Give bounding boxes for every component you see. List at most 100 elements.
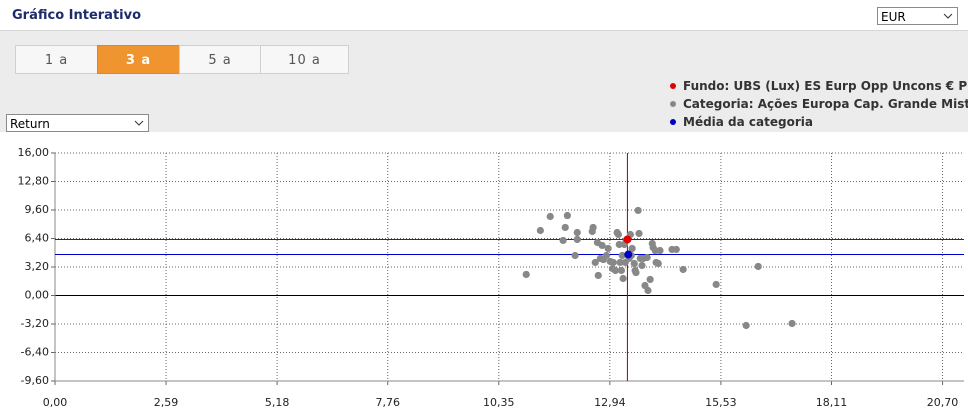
x-tick-label: 20,70 — [927, 396, 959, 409]
x-tick-label: 5,18 — [265, 396, 290, 409]
point — [606, 257, 614, 266]
point — [742, 321, 750, 330]
point — [648, 239, 656, 248]
point — [609, 258, 617, 267]
point — [615, 240, 623, 249]
period-tab[interactable]: 5 a — [179, 45, 261, 74]
period-tab[interactable]: 3 a — [97, 45, 180, 74]
x-tick-label: 0,00 — [43, 396, 68, 409]
point — [649, 243, 657, 252]
point — [589, 223, 597, 232]
point — [591, 258, 599, 267]
point — [631, 266, 639, 275]
point — [599, 255, 608, 264]
legend-label: Categoria: Ações Europa Cap. Grande Mist… — [683, 97, 968, 111]
point — [651, 246, 659, 255]
point — [712, 280, 720, 289]
x-tick-label: 12,94 — [594, 396, 626, 409]
point — [624, 250, 633, 259]
header-title: Gráfico Interativo — [12, 8, 142, 23]
point — [636, 254, 644, 263]
point — [646, 275, 654, 284]
point — [628, 244, 636, 253]
point — [754, 262, 762, 271]
currency-select[interactable]: EUR — [877, 7, 958, 25]
point — [593, 238, 601, 247]
point — [644, 286, 652, 295]
period-tab[interactable]: 1 a — [15, 45, 98, 74]
y-tick-label: -6,40 — [21, 346, 49, 359]
point — [619, 274, 627, 283]
point — [632, 268, 640, 277]
point — [616, 258, 624, 267]
legend-swatch — [670, 101, 676, 107]
point — [679, 265, 687, 274]
point — [611, 266, 620, 275]
point — [630, 259, 638, 268]
point — [622, 236, 630, 245]
point — [608, 264, 617, 273]
point — [598, 241, 606, 250]
legend-item: Fundo: UBS (Lux) ES Eurp Opp Uncons € P — [670, 79, 967, 93]
point — [672, 245, 680, 254]
x-tick-label: 18,11 — [816, 396, 848, 409]
plot-area — [55, 153, 964, 381]
point — [634, 206, 642, 215]
legend-swatch — [670, 119, 676, 125]
y-tick-label: -3,20 — [21, 317, 49, 330]
point — [604, 244, 612, 253]
metric-select[interactable]: Return — [6, 114, 149, 132]
point — [788, 319, 796, 328]
point — [641, 281, 649, 290]
metric-value: Return — [10, 117, 50, 131]
point — [639, 254, 647, 263]
point — [602, 251, 611, 260]
header: Gráfico Interativo EUR — [0, 0, 968, 31]
point — [668, 245, 676, 254]
point — [627, 251, 635, 260]
x-tick-label: 10,35 — [483, 396, 515, 409]
point — [617, 266, 626, 275]
point — [654, 259, 662, 268]
y-tick-label: 3,20 — [25, 260, 50, 273]
point — [536, 226, 544, 235]
point — [623, 235, 632, 244]
point — [596, 254, 605, 263]
legend-label: Média da categoria — [683, 115, 813, 129]
point — [625, 254, 633, 263]
point — [588, 227, 596, 236]
chevron — [134, 120, 144, 126]
point — [621, 258, 629, 267]
point — [614, 230, 623, 239]
period-tab[interactable]: 10 a — [260, 45, 349, 74]
y-tick-label: -9,60 — [21, 374, 49, 387]
y-tick-label: 16,00 — [18, 146, 50, 159]
point — [571, 251, 579, 260]
point — [546, 212, 554, 221]
currency-value: EUR — [881, 10, 906, 24]
point — [563, 211, 571, 220]
x-tick-label: 7,76 — [375, 396, 400, 409]
legend-item: Categoria: Ações Europa Cap. Grande Mist… — [670, 97, 968, 111]
point — [613, 228, 621, 237]
point — [522, 270, 530, 279]
point — [635, 229, 643, 238]
point — [573, 235, 581, 244]
point — [618, 251, 626, 260]
chevron — [943, 13, 953, 19]
legend-label: Fundo: UBS (Lux) ES Eurp Opp Uncons € P — [683, 79, 968, 93]
point — [643, 253, 651, 262]
y-tick-label: 0,00 — [25, 289, 50, 302]
point — [626, 230, 635, 239]
y-tick-label: 9,60 — [25, 203, 50, 216]
point — [594, 271, 602, 280]
point — [620, 240, 629, 249]
point — [638, 261, 646, 270]
x-tick-label: 15,53 — [705, 396, 737, 409]
x-tick-label: 2,59 — [154, 396, 179, 409]
legend-swatch — [670, 83, 676, 89]
point — [573, 228, 581, 237]
point — [656, 246, 664, 255]
point — [559, 236, 567, 245]
